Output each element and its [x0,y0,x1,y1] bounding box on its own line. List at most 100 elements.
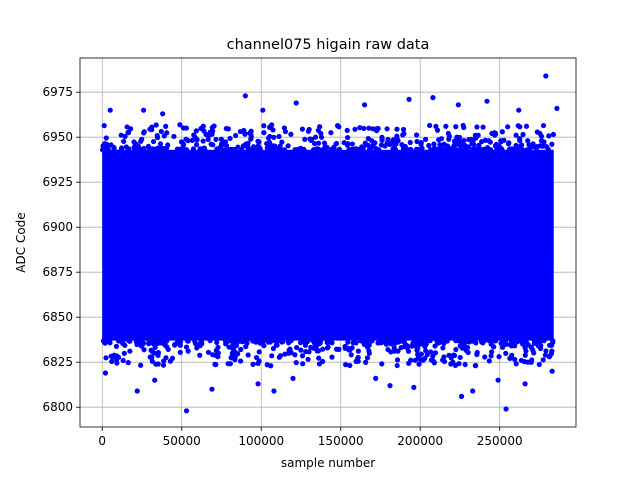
outlier-point [255,381,261,387]
data-point [430,146,437,153]
data-point [154,134,161,141]
outlier-point [522,381,528,387]
data-point [298,347,304,353]
data-point [480,340,486,346]
data-point [316,146,322,152]
data-point [215,344,221,351]
data-point [138,362,144,368]
data-point [218,136,224,142]
data-point [227,135,233,142]
data-point [113,343,120,349]
data-point [294,344,300,351]
data-point [126,146,132,152]
data-point [318,130,324,137]
data-point [427,122,433,129]
data-point [440,357,446,363]
data-point [546,133,552,139]
x-tick-label: 200000 [397,434,443,448]
data-point [499,129,505,135]
data-point [320,346,326,352]
data-point [215,354,221,360]
outlier-point [549,368,555,374]
data-point [250,361,256,367]
chart-title: channel075 higain raw data [227,37,430,53]
data-point [395,348,401,354]
data-point [366,147,372,153]
data-point [190,146,197,152]
data-point [103,145,109,151]
data-point [415,338,421,345]
data-point [153,122,159,128]
data-point [543,143,550,150]
data-point [474,124,480,130]
x-tick-label: 250000 [477,434,523,448]
data-point [419,146,425,152]
data-point [102,340,108,346]
data-point [501,137,507,143]
data-point [540,357,546,363]
data-point [428,349,434,355]
outlier-point [183,408,190,414]
data-point [433,123,439,130]
data-point [403,342,409,348]
data-point [517,338,523,344]
data-point [527,147,533,153]
data-point [435,146,441,152]
data-point [271,134,277,140]
data-point [406,360,412,366]
y-tick-label: 6850 [42,310,73,324]
outlier-point [242,93,248,99]
data-point [197,352,203,358]
data-point [512,356,518,363]
data-point [149,354,155,360]
data-point [318,134,325,140]
data-point [163,123,169,129]
data-point [542,352,549,358]
data-point [242,130,248,137]
data-point [329,354,335,360]
data-point [333,346,340,352]
data-point [118,132,124,138]
data-point [344,134,351,141]
data-point [118,338,125,344]
data-point [533,145,539,152]
data-point [127,338,133,344]
outlier-point [484,98,490,104]
data-point [540,122,547,129]
data-point [222,147,228,153]
data-point [199,341,205,347]
data-point [180,125,187,131]
data-point [286,350,292,356]
data-point [220,141,226,147]
data-point [256,139,262,145]
data-point [353,340,359,346]
data-point [109,358,115,365]
data-point [520,131,526,138]
data-point [101,123,107,129]
data-point [488,353,494,359]
data-point [214,146,220,152]
data-point [315,339,321,345]
data-point [405,348,412,354]
data-point [432,350,439,356]
data-point [444,338,450,344]
data-point [491,130,498,136]
data-point [320,147,326,153]
data-point [509,343,515,349]
data-point [158,128,164,135]
data-point [522,352,528,358]
data-point [410,340,416,346]
data-point [292,352,298,358]
outlier-point [503,406,509,412]
data-point [293,360,299,366]
data-point [250,338,256,344]
data-point [207,338,213,344]
data-point [211,123,217,129]
data-point [380,339,386,345]
data-point [472,338,478,344]
data-point [525,138,531,144]
data-point [275,338,281,344]
data-point [141,145,147,152]
data-point [149,358,155,364]
